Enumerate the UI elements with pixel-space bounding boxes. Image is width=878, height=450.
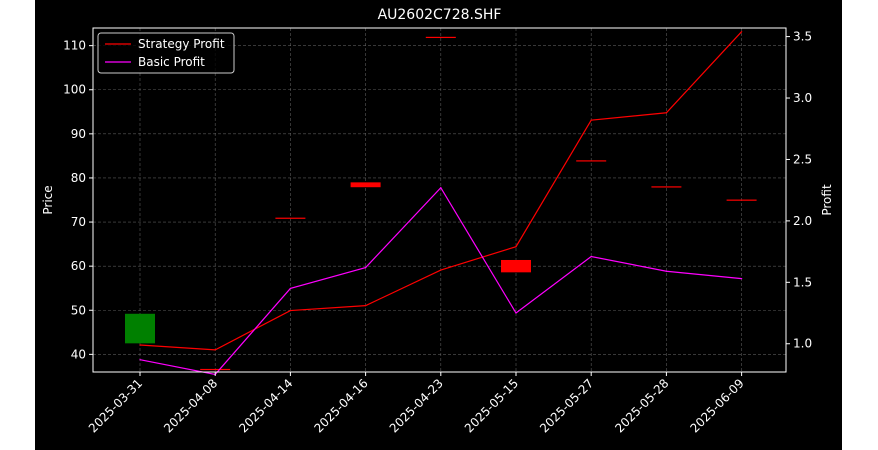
- y-right-tick-label: 3.0: [793, 91, 812, 105]
- point-strategy-profit-2025-03-31: [139, 344, 141, 346]
- point-strategy-profit-2025-04-08: [214, 349, 216, 351]
- point-strategy-profit-2025-04-16: [365, 305, 367, 307]
- point-strategy-profit-2025-05-27: [590, 119, 592, 121]
- candle-2025-04-16: [350, 182, 381, 188]
- legend-label-basic-profit: Basic Profit: [138, 55, 205, 69]
- candle-2025-05-27: [576, 160, 607, 162]
- point-strategy-profit-2025-04-23: [440, 269, 442, 271]
- y-right-tick-label: 3.5: [793, 30, 812, 44]
- x-tick-label: 2025-04-14: [236, 376, 295, 435]
- point-basic-profit-2025-05-28: [665, 270, 668, 272]
- candle-2025-03-31: [125, 313, 155, 344]
- candle-2025-05-15: [501, 259, 531, 273]
- legend-label-strategy-profit: Strategy Profit: [138, 37, 225, 51]
- candle-2025-04-14: [275, 217, 306, 219]
- point-strategy-profit-2025-06-09: [741, 31, 743, 33]
- x-tick-label: 2025-04-23: [387, 376, 446, 435]
- candle-2025-04-23: [425, 36, 456, 39]
- chart-svg: 40 50 60 70 80 90 100 110 1.0 1.5 2.0 2.5 3.0 3.5 2025…: [41, 7, 834, 435]
- y-right-tick-label: 1.5: [793, 275, 812, 289]
- y-left-tick-label: 90: [71, 127, 86, 141]
- y-left-tick-label: 50: [71, 303, 86, 317]
- point-basic-profit-2025-06-09: [741, 278, 743, 280]
- x-tick-label: 2025-05-15: [462, 376, 521, 435]
- point-basic-profit-2025-04-23: [440, 187, 442, 189]
- candle-2025-06-09: [726, 199, 757, 201]
- y-left-tick-label: 100: [63, 83, 86, 97]
- y-left-tick-label: 60: [71, 259, 86, 273]
- point-basic-profit-2025-04-16: [365, 266, 367, 269]
- y-right-tick-label: 2.5: [793, 152, 812, 166]
- y-left-tick-label: 80: [71, 171, 86, 185]
- point-strategy-profit-2025-04-14: [289, 309, 291, 312]
- point-basic-profit-2025-05-15: [515, 312, 517, 314]
- point-strategy-profit-2025-05-28: [665, 112, 668, 114]
- y-left-tick-label: 110: [63, 39, 86, 53]
- y-axis-left-label: Price: [41, 185, 55, 214]
- y-right-tick-label: 2.0: [793, 214, 812, 228]
- x-tick-label: 2025-04-16: [312, 376, 371, 435]
- x-tick-label: 2025-06-09: [688, 376, 747, 435]
- chart-figure: 40 50 60 70 80 90 100 110 1.0 1.5 2.0 2.5 3.0 3.5 2025…: [35, 0, 842, 450]
- x-tick-label: 2025-05-28: [612, 376, 671, 435]
- point-basic-profit-2025-04-14: [289, 287, 291, 290]
- x-tick-label: 2025-03-31: [86, 376, 145, 435]
- x-tick-label: 2025-04-08: [161, 376, 220, 435]
- grid: [93, 28, 786, 372]
- y-left-tick-label: 70: [71, 215, 86, 229]
- plot-frame: [92, 27, 787, 373]
- candle-2025-04-08: [200, 368, 231, 371]
- x-tick-label: 2025-05-27: [537, 376, 596, 435]
- y-right-tick-label: 1.0: [793, 337, 812, 351]
- candle-2025-05-28: [651, 186, 682, 188]
- axes: 40 50 60 70 80 90 100 110 1.0 1.5 2.0 2.5 3.0 3.5 2025…: [63, 27, 812, 435]
- y-left-tick-label: 40: [71, 347, 86, 361]
- chart-title: AU2602C728.SHF: [378, 7, 502, 23]
- point-strategy-profit-2025-05-15: [515, 246, 517, 248]
- legend: Strategy Profit Basic Profit: [97, 32, 235, 74]
- profit-lines: [139, 31, 743, 376]
- point-basic-profit-2025-03-31: [139, 359, 141, 361]
- legend-box: [97, 32, 235, 74]
- y-axis-right-label: Profit: [820, 184, 834, 216]
- candles: [125, 36, 757, 371]
- point-basic-profit-2025-05-27: [590, 255, 592, 258]
